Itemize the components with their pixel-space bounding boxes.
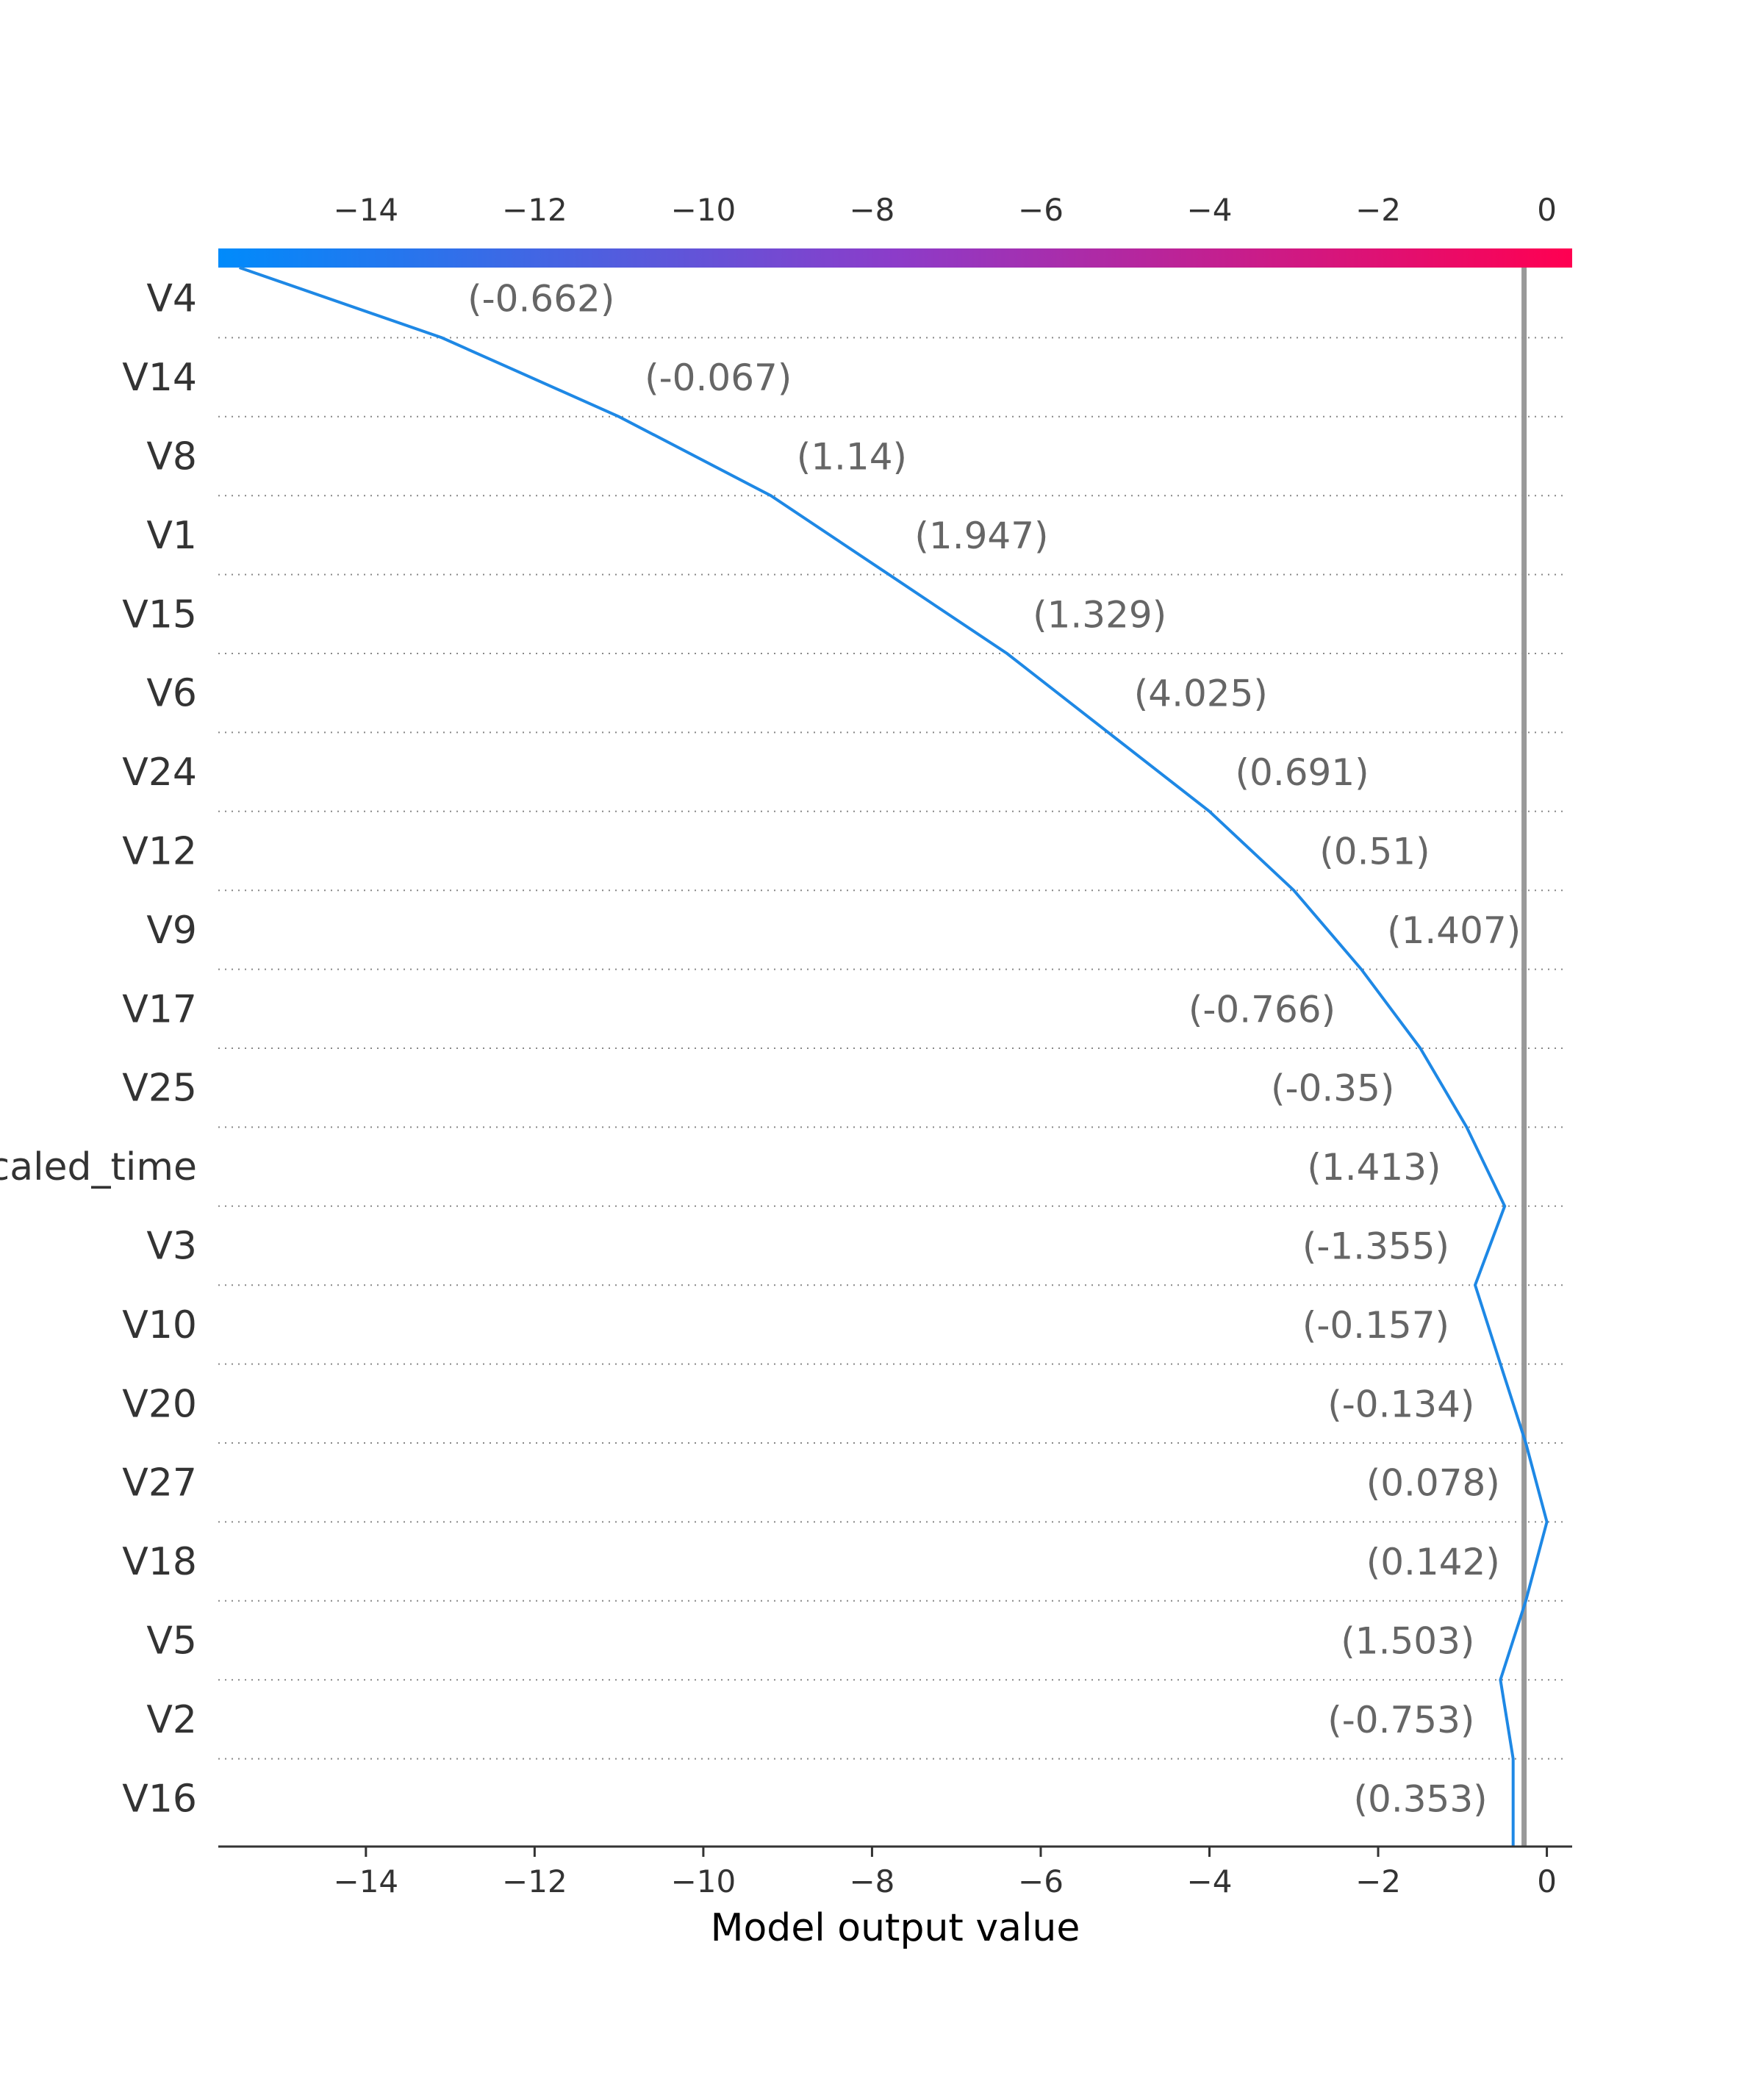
top-tick-label: −4: [1187, 192, 1233, 228]
x-tick-label: 0: [1537, 1863, 1557, 1899]
feature-label: V2: [146, 1698, 197, 1742]
feature-label: V14: [122, 356, 197, 400]
x-tick-label: −2: [1355, 1863, 1401, 1899]
feature-label: V9: [146, 909, 197, 953]
x-tick-label: −6: [1018, 1863, 1064, 1899]
row-separators: [218, 337, 1568, 1760]
feature-label: V16: [122, 1777, 197, 1821]
feature-value-label: (-0.134): [1327, 1383, 1474, 1425]
decision-path-line: [239, 266, 1549, 1847]
feature-value-label: (1.329): [1033, 593, 1166, 636]
feature-label: V18: [122, 1540, 197, 1584]
top-tick-label: −8: [849, 192, 894, 228]
feature-value-label: (4.025): [1134, 673, 1268, 715]
feature-value-label: (0.353): [1354, 1777, 1488, 1820]
feature-value-label: (-0.766): [1188, 988, 1335, 1031]
feature-label: V24: [122, 751, 197, 795]
feature-value-label: (1.407): [1387, 909, 1521, 952]
feature-label: V10: [122, 1303, 197, 1347]
x-tick-label: −12: [502, 1863, 567, 1899]
feature-value-label: (0.142): [1366, 1541, 1500, 1583]
feature-value-label: (1.14): [797, 436, 907, 479]
x-tick-label: −10: [671, 1863, 736, 1899]
top-tick-label: −6: [1018, 192, 1064, 228]
feature-value-label: (0.691): [1236, 751, 1369, 794]
x-tick-label: −8: [849, 1863, 894, 1899]
feature-label: V25: [122, 1067, 197, 1111]
top-tick-labels: −14 −12 −10 −8 −6 −4 −2 0: [334, 192, 1557, 228]
top-tick-label: −10: [671, 192, 736, 228]
feature-value-label: (0.078): [1366, 1462, 1500, 1505]
x-axis: −14 −12 −10 −8 −6 −4 −2 0: [218, 1845, 1572, 1899]
feature-label: V27: [122, 1461, 197, 1505]
feature-label: V5: [146, 1619, 197, 1664]
feature-value-label: (-0.157): [1302, 1304, 1449, 1347]
x-tick-label: −14: [334, 1863, 399, 1899]
feature-value-label: (-0.35): [1271, 1067, 1394, 1110]
top-tick-label: −2: [1355, 192, 1401, 228]
feature-labels: V4 V14 V8 V1 V15 V6 V24 V12 V9 V17 V25 caled_time V3…: [0, 277, 197, 1822]
feature-label: V1: [146, 514, 197, 558]
feature-label: V4: [146, 277, 197, 321]
x-tick-label: −4: [1187, 1863, 1233, 1899]
feature-value-label: (-0.753): [1327, 1699, 1474, 1741]
feature-label: V6: [146, 672, 197, 716]
feature-value-label: (-1.355): [1302, 1225, 1449, 1268]
feature-label: V12: [122, 830, 197, 874]
feature-label: V17: [122, 987, 197, 1031]
feature-value-label: (-0.067): [645, 357, 792, 399]
feature-value-label: (-0.662): [467, 278, 614, 320]
feature-value-labels: (-0.662) (-0.067)(1.14)(1.947) (1.329) (4.0…: [467, 278, 1521, 1821]
colorbar: [218, 248, 1572, 268]
feature-label: V3: [146, 1225, 197, 1269]
x-axis-title: Model output value: [711, 1906, 1080, 1950]
top-tick-label: −12: [502, 192, 567, 228]
top-tick-label: 0: [1537, 192, 1557, 228]
feature-value-label: (1.947): [914, 515, 1048, 557]
feature-value-label: (1.503): [1341, 1620, 1474, 1663]
feature-label: V8: [146, 435, 197, 479]
feature-label: V15: [122, 592, 197, 637]
feature-label: V20: [122, 1382, 197, 1426]
top-tick-label: −14: [334, 192, 399, 228]
feature-label: caled_time: [0, 1145, 197, 1189]
feature-value-label: (1.413): [1307, 1146, 1441, 1189]
feature-value-label: (0.51): [1319, 831, 1430, 873]
